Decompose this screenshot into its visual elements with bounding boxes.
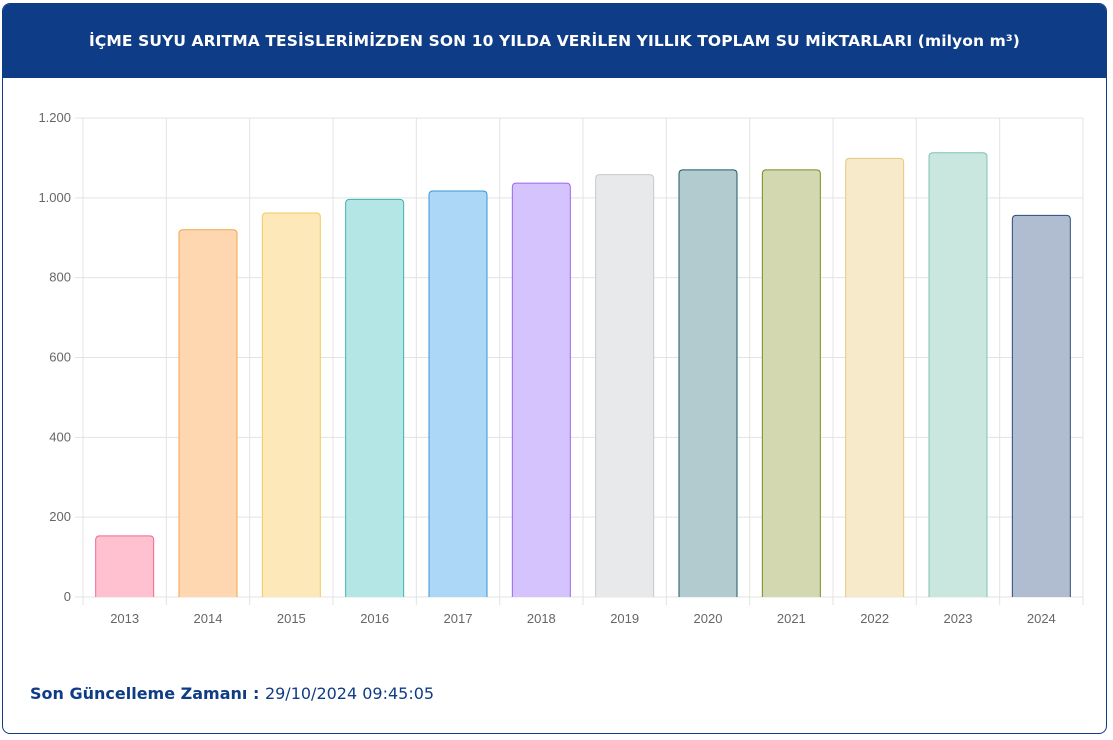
bar-2016	[345, 199, 404, 597]
bar-outline	[595, 174, 655, 597]
bar-outline	[845, 157, 905, 597]
bar-outline	[95, 535, 155, 597]
bar-2015	[262, 213, 321, 598]
chart-header: İÇME SUYU ARITMA TESİSLERİMİZDEN SON 10 …	[3, 4, 1106, 78]
chart-card: İÇME SUYU ARITMA TESİSLERİMİZDEN SON 10 …	[2, 3, 1107, 734]
chart-title: İÇME SUYU ARITMA TESİSLERİMİZDEN SON 10 …	[89, 32, 1020, 50]
bar-outline	[678, 169, 738, 597]
bar-outline	[511, 182, 571, 597]
y-tick-label: 1.200	[38, 110, 71, 125]
x-axis: 2013 2014 2015 2016 2017 2018 2019 2020 2021 2022…	[110, 611, 1056, 626]
last-update: Son Güncelleme Zamanı : 29/10/2024 09:45…	[30, 684, 434, 703]
last-update-separator: :	[247, 684, 265, 703]
x-tick-label: 2020	[694, 611, 723, 626]
bar-2023	[929, 152, 987, 597]
y-tick-label: 0	[64, 589, 71, 604]
x-tick-label: 2018	[527, 611, 556, 626]
bar-outline	[761, 169, 821, 597]
bar-2024	[1012, 215, 1071, 597]
bar-2022	[845, 158, 904, 597]
bar-outline	[261, 212, 321, 597]
bar-2017	[429, 191, 487, 598]
y-tick-label: 200	[49, 509, 71, 524]
last-update-value: 29/10/2024 09:45:05	[264, 684, 435, 703]
x-tick-label: 2024	[1027, 611, 1056, 626]
x-tick-label: 2016	[360, 611, 389, 626]
y-tick-label: 1.000	[38, 190, 71, 205]
bar-outline	[428, 190, 488, 597]
bars	[95, 152, 1071, 598]
y-tick-label: 800	[49, 270, 71, 285]
bar-outline	[178, 229, 238, 597]
bar-outline	[1011, 214, 1071, 597]
grid-lines	[75, 117, 1084, 605]
bar-outline	[928, 152, 988, 597]
x-tick-label: 2015	[277, 611, 306, 626]
y-tick-label: 400	[49, 429, 71, 444]
x-tick-label: 2019	[610, 611, 639, 626]
x-tick-label: 2021	[777, 611, 806, 626]
bar-outline	[345, 198, 405, 597]
x-tick-label: 2014	[194, 611, 223, 626]
bar-chart: 0 200 400 600 800 1.000 1.200 2013 2014 2015 2016…	[38, 110, 1084, 626]
bar-2020	[679, 169, 737, 597]
bar-2021	[762, 169, 821, 597]
x-tick-label: 2022	[860, 611, 889, 626]
last-update-label: Son Güncelleme Zamanı	[30, 684, 248, 703]
bar-2013	[95, 535, 154, 597]
bar-2019	[595, 174, 654, 597]
x-tick-label: 2023	[944, 611, 973, 626]
x-tick-label: 2013	[110, 611, 139, 626]
bar-2014	[179, 229, 237, 597]
y-tick-label: 600	[49, 350, 71, 365]
x-tick-label: 2017	[444, 611, 473, 626]
bar-2018	[512, 183, 571, 598]
y-axis: 0 200 400 600 800 1.000 1.200	[38, 110, 71, 604]
